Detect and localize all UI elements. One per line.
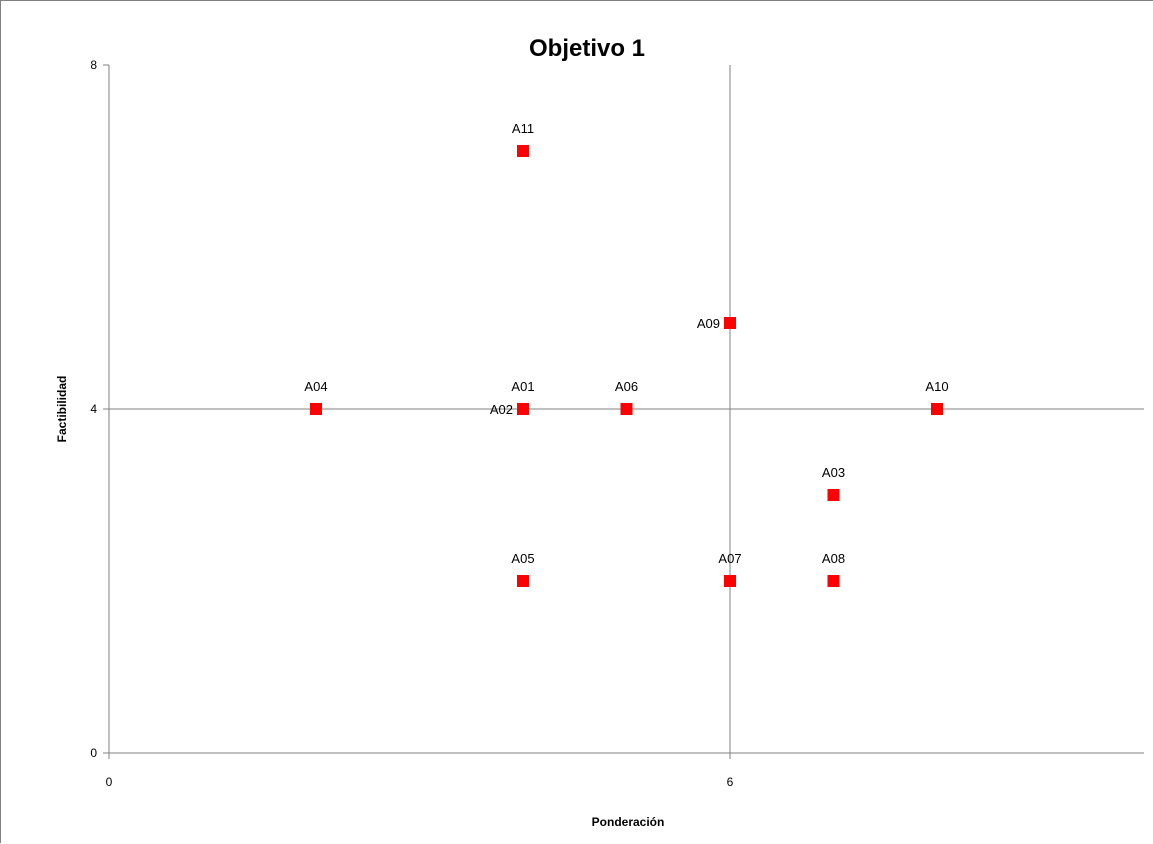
data-point-a08 xyxy=(827,575,840,587)
data-label-a03: A03 xyxy=(822,465,845,480)
data-label-a09: A09 xyxy=(697,316,720,331)
data-label-a05: A05 xyxy=(511,551,534,566)
data-label-a11: A11 xyxy=(512,121,534,136)
data-point-a06 xyxy=(620,403,633,415)
data-label-a02: A02 xyxy=(490,402,513,417)
chart-title: Objetivo 1 xyxy=(529,35,645,62)
data-point-a07 xyxy=(724,575,736,587)
y-tick-label: 0 xyxy=(90,746,97,760)
x-axis-title: Ponderación xyxy=(592,815,665,829)
data-label-a07: A07 xyxy=(718,551,741,566)
x-tick-label: 0 xyxy=(106,775,113,789)
data-point-a04 xyxy=(310,403,322,415)
data-point-a05 xyxy=(517,575,529,587)
data-point-a02 xyxy=(517,403,529,415)
x-tick-label: 6 xyxy=(727,775,734,789)
data-point-a10 xyxy=(931,403,943,415)
y-tick-label: 8 xyxy=(90,58,97,72)
data-label-a08: A08 xyxy=(822,551,845,566)
data-point-a03 xyxy=(827,489,840,501)
data-label-a10: A10 xyxy=(925,379,948,394)
data-label-a04: A04 xyxy=(304,379,327,394)
data-label-a01: A01 xyxy=(511,379,534,394)
y-tick-label: 4 xyxy=(90,402,97,416)
data-point-a09 xyxy=(724,317,736,329)
data-label-a06: A06 xyxy=(615,379,638,394)
data-point-a11 xyxy=(517,145,529,157)
y-axis-title: Factibilidad xyxy=(55,376,69,443)
